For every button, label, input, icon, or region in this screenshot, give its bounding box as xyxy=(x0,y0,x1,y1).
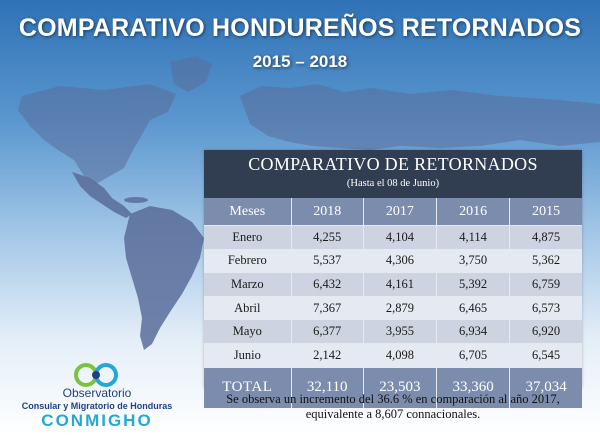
table-cell: 6,432 xyxy=(290,272,364,297)
comparison-table-panel: COMPARATIVO DE RETORNADOS (Hasta el 08 d… xyxy=(204,150,582,408)
table-cell: 4,255 xyxy=(290,225,364,250)
row-label: Febrero xyxy=(204,248,292,273)
table-cell: 5,537 xyxy=(290,248,364,273)
total-cell: 32,110 xyxy=(290,366,364,408)
row-label: Marzo xyxy=(204,272,292,297)
table-cell: 3,750 xyxy=(435,248,510,273)
table-row: Mayo 6,377 3,955 6,934 6,920 xyxy=(204,319,582,344)
central-america-shape xyxy=(72,172,132,218)
panel-title: COMPARATIVO DE RETORNADOS xyxy=(248,154,538,174)
greenland-shape xyxy=(170,56,212,92)
column-header-2016: 2016 xyxy=(435,198,510,226)
returnees-table: Meses 2018 2017 2016 2015 Enero 4,255 4,… xyxy=(204,198,582,408)
row-label: Mayo xyxy=(204,319,292,344)
table-cell: 4,875 xyxy=(509,225,582,250)
page-subtitle: 2015 – 2018 xyxy=(252,52,348,71)
footnote-line-1: Se observa un incremento del 36.6 % en c… xyxy=(226,392,560,406)
table-cell: 6,545 xyxy=(509,342,582,368)
row-label: Abril xyxy=(204,295,292,320)
logo-text-conmigho: CONMIGHO xyxy=(41,411,153,430)
north-america-shape xyxy=(18,84,176,184)
table-cell: 7,367 xyxy=(290,295,364,320)
table-cell: 5,362 xyxy=(509,248,582,273)
table-row: Enero 4,255 4,104 4,114 4,875 xyxy=(204,225,582,250)
table-cell: 2,142 xyxy=(290,342,364,368)
table-cell: 4,306 xyxy=(362,248,437,273)
table-cell: 6,377 xyxy=(290,319,364,344)
table-total-row: TOTAL 32,110 23,503 33,360 37,034 xyxy=(204,366,582,408)
column-header-months: Meses xyxy=(204,198,292,226)
table-header-row: Meses 2018 2017 2016 2015 xyxy=(204,198,582,226)
panel-header: COMPARATIVO DE RETORNADOS (Hasta el 08 d… xyxy=(204,150,582,198)
column-header-2018: 2018 xyxy=(290,198,364,226)
table-cell: 6,934 xyxy=(435,319,510,344)
page-title: COMPARATIVO HONDUREÑOS RETORNADOS xyxy=(18,14,582,42)
table-cell: 2,879 xyxy=(362,295,437,320)
column-header-2017: 2017 xyxy=(362,198,437,226)
table-row: Junio 2,142 4,098 6,705 6,545 xyxy=(204,342,582,368)
row-label: Enero xyxy=(204,225,292,250)
table-cell: 6,705 xyxy=(435,342,510,368)
footnote: Se observa un incremento del 36.6 % en c… xyxy=(204,392,582,422)
europe-shape xyxy=(240,84,600,150)
table-row: Marzo 6,432 4,161 5,392 6,759 xyxy=(204,272,582,297)
panel-subtitle: (Hasta el 08 de Junio) xyxy=(346,178,440,189)
total-cell: 37,034 xyxy=(509,366,582,408)
total-cell: 23,503 xyxy=(362,366,437,408)
table-cell: 3,955 xyxy=(362,319,437,344)
table-cell: 6,465 xyxy=(435,295,510,320)
table-row: Abril 7,367 2,879 6,465 6,573 xyxy=(204,295,582,320)
table-row: Febrero 5,537 4,306 3,750 5,362 xyxy=(204,248,582,273)
table-cell: 6,759 xyxy=(509,272,582,297)
footnote-line-2: equivalente a 8,607 connacionales. xyxy=(305,407,481,421)
total-label: TOTAL xyxy=(204,366,292,408)
south-america-shape xyxy=(124,206,204,350)
observatory-logo-icon xyxy=(74,363,118,387)
table-cell: 4,161 xyxy=(362,272,437,297)
table-cell: 6,573 xyxy=(509,295,582,320)
table-cell: 6,920 xyxy=(509,319,582,344)
logo-text-subtitle: Consular y Migratorio de Honduras xyxy=(21,401,173,411)
conmigho-logo: Observatorio Consular y Migratorio de Ho… xyxy=(12,360,190,432)
caribbean-islands-shape xyxy=(124,197,148,203)
table-cell: 4,104 xyxy=(362,225,437,250)
total-cell: 33,360 xyxy=(435,366,510,408)
column-header-2015: 2015 xyxy=(509,198,582,226)
row-label: Junio xyxy=(204,342,292,368)
table-cell: 4,098 xyxy=(362,342,437,368)
table-cell: 4,114 xyxy=(435,225,510,250)
logo-text-observatorio: Observatorio xyxy=(62,386,132,400)
table-cell: 5,392 xyxy=(435,272,510,297)
